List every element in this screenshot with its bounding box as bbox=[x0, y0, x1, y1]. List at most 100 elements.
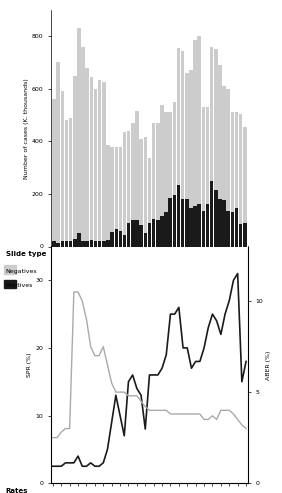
Bar bbox=[123, 132, 126, 246]
Bar bbox=[131, 123, 135, 246]
Bar bbox=[98, 241, 102, 246]
Bar bbox=[206, 205, 209, 246]
Bar bbox=[123, 235, 126, 246]
Y-axis label: Number of cases (K. thousands): Number of cases (K. thousands) bbox=[24, 78, 28, 178]
Bar bbox=[197, 205, 201, 246]
Y-axis label: ABER (%): ABER (%) bbox=[266, 350, 271, 380]
Bar bbox=[160, 105, 164, 246]
Bar bbox=[102, 82, 105, 246]
Bar bbox=[110, 146, 114, 246]
Bar bbox=[164, 112, 168, 246]
Bar bbox=[135, 220, 139, 246]
Bar bbox=[231, 112, 234, 246]
Bar bbox=[181, 51, 184, 246]
Bar bbox=[131, 220, 135, 246]
Bar bbox=[106, 240, 110, 246]
Bar bbox=[177, 185, 180, 246]
Bar bbox=[148, 223, 151, 246]
Bar bbox=[69, 241, 72, 246]
Bar bbox=[90, 240, 93, 246]
Bar bbox=[189, 209, 193, 246]
Bar bbox=[139, 139, 143, 246]
Bar bbox=[218, 199, 222, 246]
Bar bbox=[127, 131, 131, 246]
Bar bbox=[168, 198, 172, 246]
Bar bbox=[90, 77, 93, 246]
Bar bbox=[181, 199, 184, 246]
Bar bbox=[144, 138, 147, 246]
Bar bbox=[193, 40, 197, 246]
Bar bbox=[65, 241, 68, 246]
Bar bbox=[235, 112, 238, 246]
Bar bbox=[185, 73, 189, 246]
Bar bbox=[239, 114, 243, 247]
Bar bbox=[156, 123, 160, 246]
Bar bbox=[65, 120, 68, 246]
Bar bbox=[202, 107, 205, 246]
Bar bbox=[81, 241, 85, 246]
Bar bbox=[243, 223, 246, 246]
Bar bbox=[173, 195, 176, 246]
Bar bbox=[127, 223, 131, 246]
Text: Slide type: Slide type bbox=[6, 251, 46, 257]
Bar bbox=[214, 190, 218, 246]
Bar bbox=[114, 229, 118, 246]
Bar bbox=[73, 239, 77, 246]
Bar bbox=[110, 232, 114, 246]
Bar bbox=[61, 91, 64, 246]
Bar bbox=[152, 123, 155, 246]
Bar bbox=[81, 47, 85, 247]
Bar bbox=[98, 79, 102, 246]
Bar bbox=[177, 48, 180, 246]
Y-axis label: SPR (%): SPR (%) bbox=[27, 352, 32, 377]
Bar bbox=[168, 112, 172, 246]
Bar bbox=[94, 241, 97, 246]
Text: Negatives: Negatives bbox=[6, 269, 37, 274]
Bar bbox=[218, 65, 222, 246]
Bar bbox=[206, 107, 209, 246]
Bar bbox=[193, 206, 197, 246]
Bar bbox=[139, 225, 143, 246]
Bar bbox=[148, 158, 151, 246]
Bar bbox=[152, 219, 155, 246]
Bar bbox=[231, 212, 234, 246]
Bar bbox=[156, 220, 160, 246]
Bar bbox=[52, 241, 56, 246]
Bar bbox=[94, 89, 97, 246]
Bar bbox=[56, 63, 60, 246]
Bar bbox=[222, 201, 226, 246]
Bar bbox=[119, 231, 122, 246]
Bar bbox=[77, 28, 81, 246]
Bar bbox=[114, 146, 118, 246]
X-axis label: Years: Years bbox=[139, 271, 160, 280]
Bar bbox=[135, 111, 139, 246]
Bar bbox=[235, 209, 238, 246]
Text: Positives: Positives bbox=[6, 283, 33, 288]
Bar bbox=[52, 99, 56, 246]
Bar bbox=[160, 216, 164, 246]
Bar bbox=[144, 233, 147, 246]
Bar bbox=[85, 241, 89, 246]
Bar bbox=[119, 146, 122, 246]
Bar bbox=[85, 68, 89, 246]
Bar bbox=[197, 36, 201, 246]
Bar bbox=[106, 145, 110, 246]
Bar bbox=[222, 86, 226, 246]
Bar bbox=[61, 241, 64, 246]
Bar bbox=[239, 224, 243, 246]
Bar bbox=[210, 47, 213, 247]
Text: Rates: Rates bbox=[6, 488, 28, 493]
Bar bbox=[243, 127, 246, 246]
Bar bbox=[210, 181, 213, 246]
Bar bbox=[56, 243, 60, 246]
Bar bbox=[185, 199, 189, 246]
Bar bbox=[69, 118, 72, 246]
Bar bbox=[173, 102, 176, 246]
Bar bbox=[214, 49, 218, 247]
Bar bbox=[226, 89, 230, 246]
Bar bbox=[164, 212, 168, 246]
Bar bbox=[77, 233, 81, 246]
Bar bbox=[202, 211, 205, 246]
Bar bbox=[102, 241, 105, 246]
Bar bbox=[189, 70, 193, 246]
